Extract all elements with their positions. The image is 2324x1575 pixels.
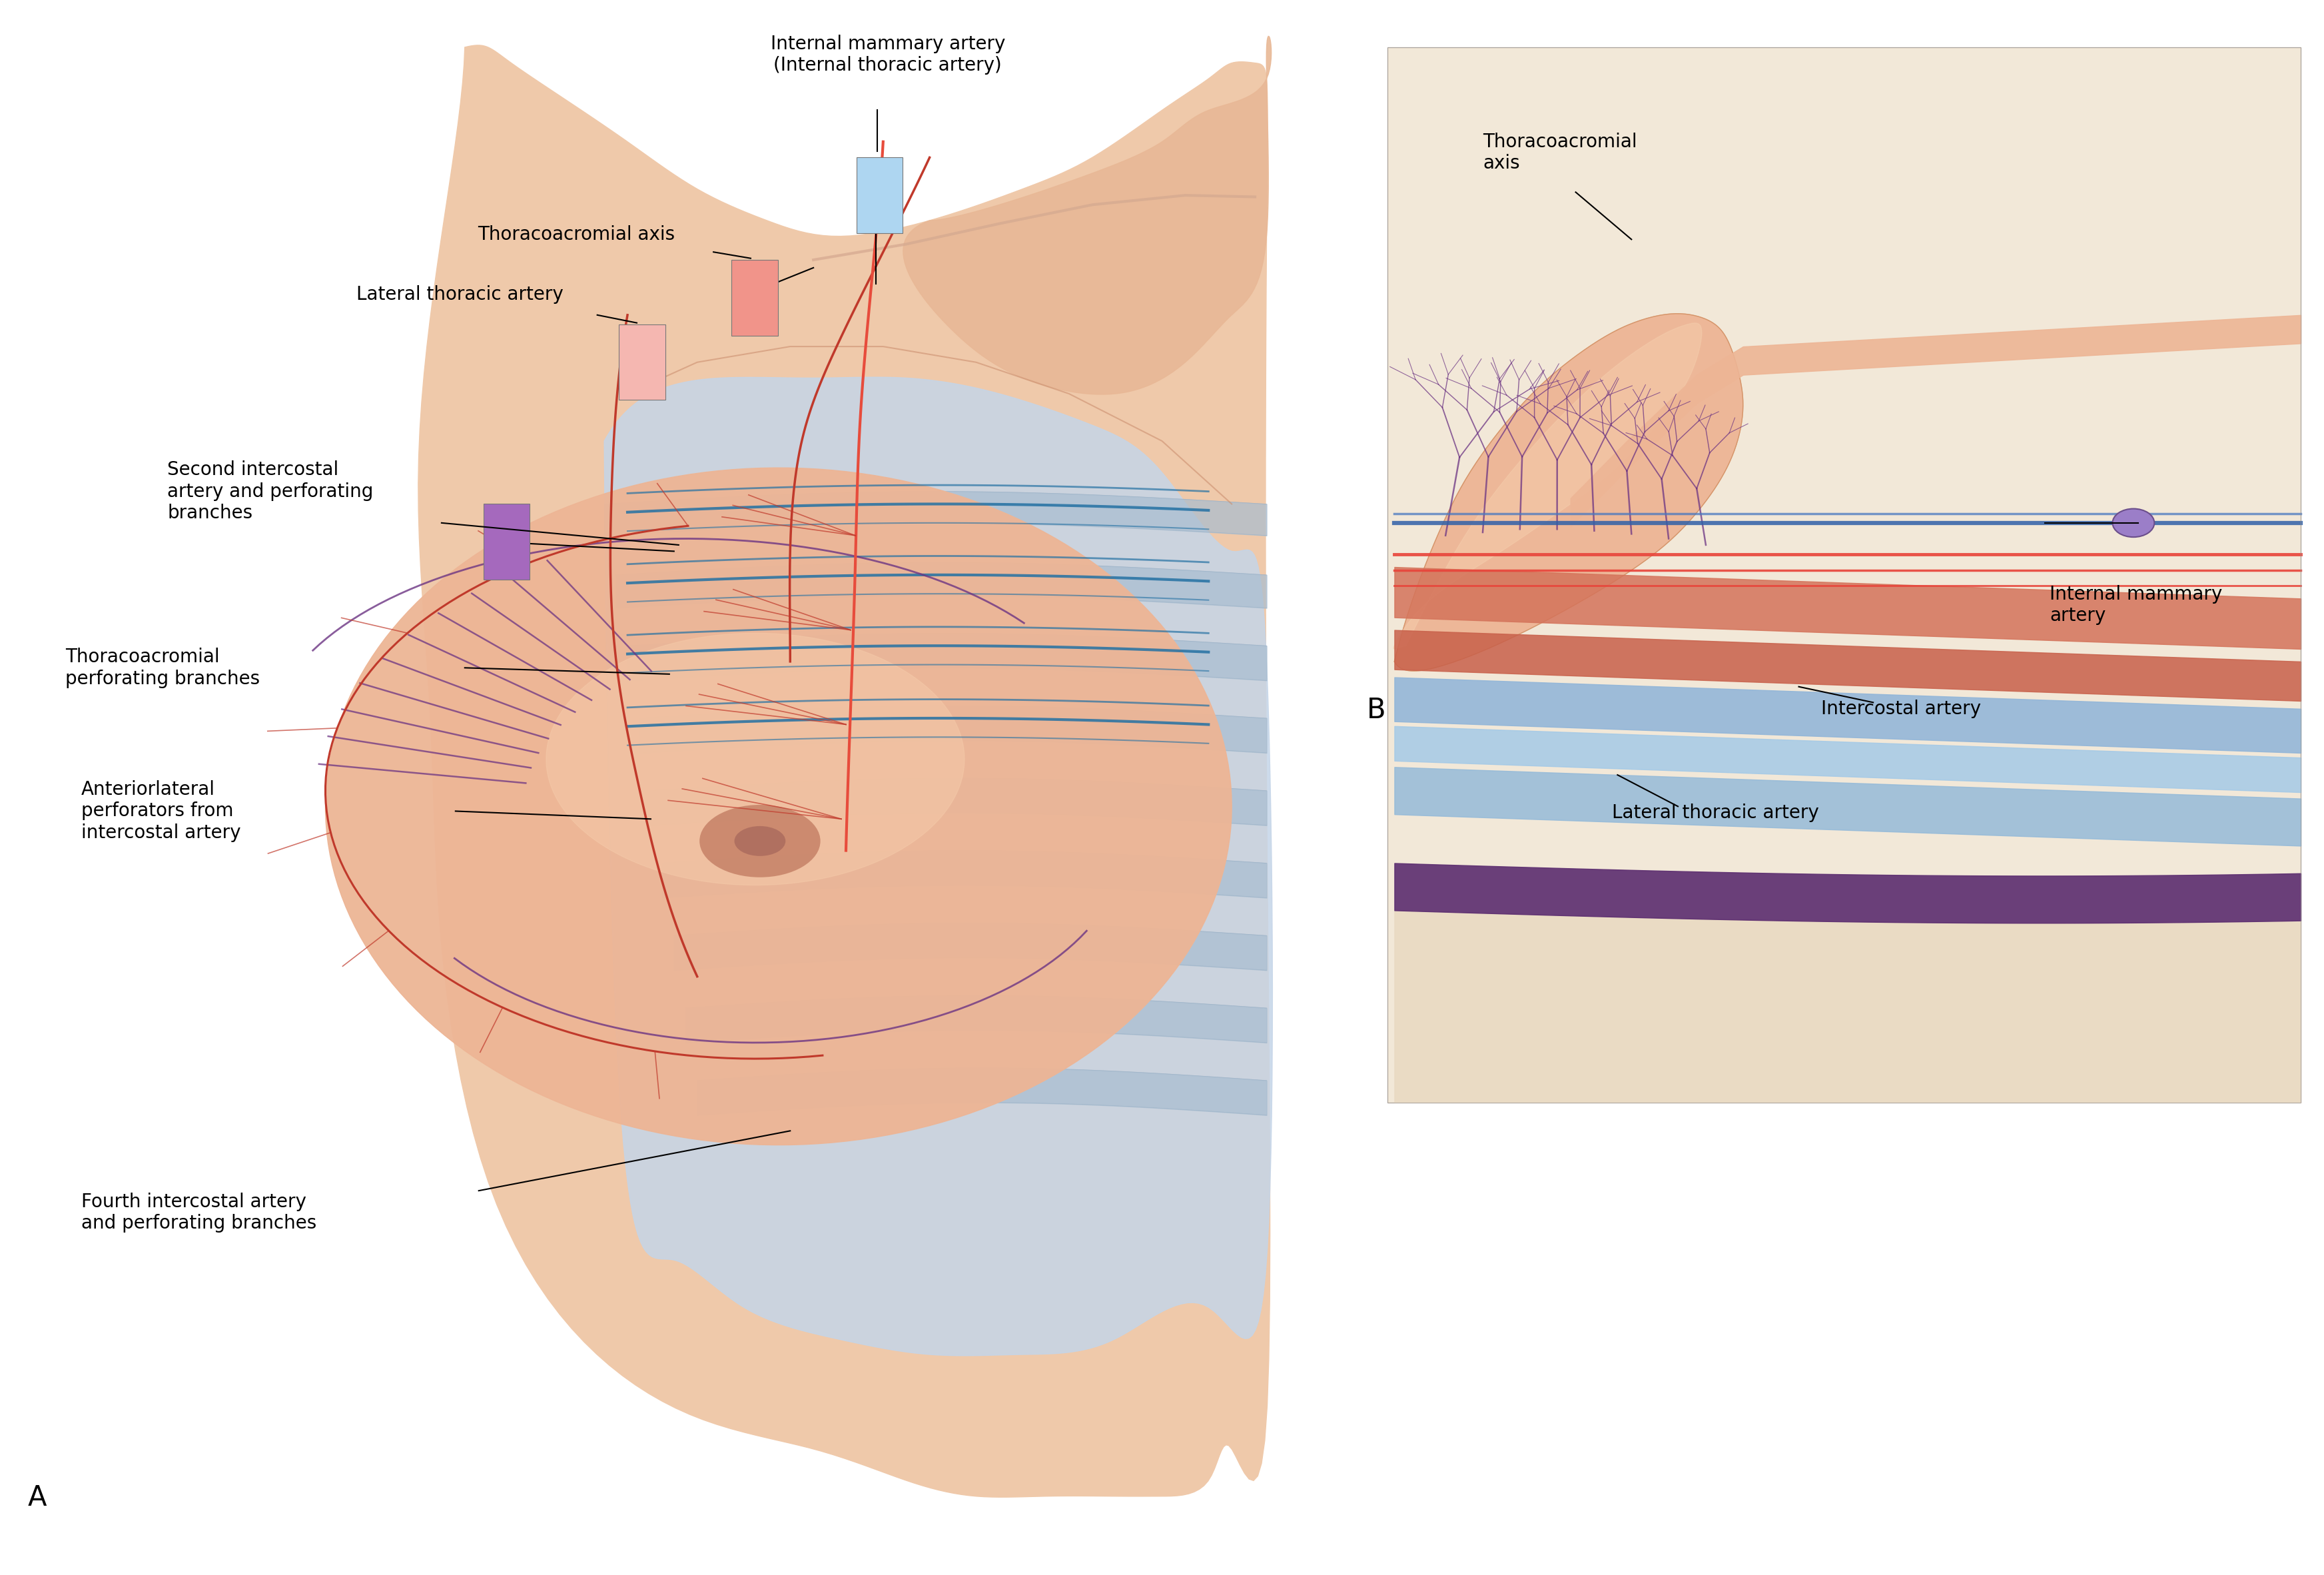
Text: Fourth intercostal artery
and perforating branches: Fourth intercostal artery and perforatin… bbox=[81, 1192, 316, 1233]
Ellipse shape bbox=[700, 805, 820, 877]
Text: Intercostal artery: Intercostal artery bbox=[1822, 699, 1980, 718]
Polygon shape bbox=[1394, 313, 1743, 671]
Polygon shape bbox=[546, 633, 964, 885]
Bar bbox=[483, 504, 530, 580]
Bar bbox=[855, 158, 902, 233]
Polygon shape bbox=[1394, 323, 1701, 649]
Ellipse shape bbox=[734, 825, 786, 857]
Polygon shape bbox=[418, 46, 1269, 1498]
Circle shape bbox=[2113, 509, 2154, 537]
Text: Second intercostal
artery and perforating
branches: Second intercostal artery and perforatin… bbox=[167, 460, 374, 523]
Text: Internal mammary artery
(Internal thoracic artery): Internal mammary artery (Internal thorac… bbox=[772, 35, 1004, 76]
Text: Thoracoacromial
perforating branches: Thoracoacromial perforating branches bbox=[65, 647, 260, 688]
Text: B: B bbox=[1367, 696, 1385, 725]
Polygon shape bbox=[1387, 47, 2301, 1102]
Text: Lateral thoracic artery: Lateral thoracic artery bbox=[1611, 803, 1820, 822]
Text: A: A bbox=[28, 1484, 46, 1512]
Polygon shape bbox=[604, 376, 1274, 1356]
Text: Anteriorlateral
perforators from
intercostal artery: Anteriorlateral perforators from interco… bbox=[81, 780, 242, 843]
Polygon shape bbox=[904, 36, 1271, 394]
Text: Lateral thoracic artery: Lateral thoracic artery bbox=[356, 285, 565, 304]
Bar bbox=[732, 260, 779, 335]
Text: Internal mammary
artery: Internal mammary artery bbox=[2050, 584, 2222, 625]
Bar bbox=[618, 324, 665, 400]
Text: Thoracoacromial axis: Thoracoacromial axis bbox=[479, 225, 674, 244]
Polygon shape bbox=[325, 468, 1232, 1145]
Text: Thoracoacromial
axis: Thoracoacromial axis bbox=[1483, 132, 1636, 173]
